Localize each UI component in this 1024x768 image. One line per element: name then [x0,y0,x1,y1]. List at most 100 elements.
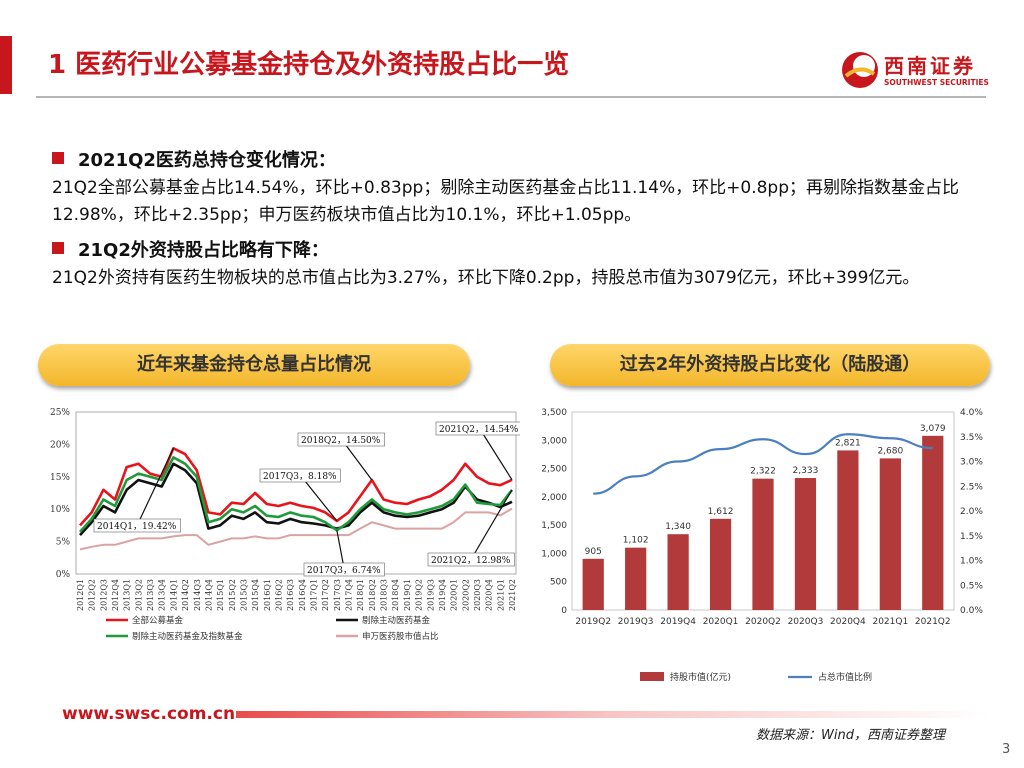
section2-text: 21Q2外资持有医药生物板块的总市值占比为3.27%，环比下降0.2pp，持股总… [52,268,920,288]
legend-label: 持股市值(亿元) [670,671,731,683]
y2-tick-label: 2.0% [960,507,983,517]
legend-label: 占总市值比例 [818,671,872,683]
x-tick-label: 2021Q1 [872,617,908,627]
series-line-3 [79,507,513,551]
section2-heading: 21Q2外资持股占比略有下降： [78,240,329,261]
x-tick-label: 2015Q3 [239,579,248,611]
bar-value-label: 2,333 [793,466,819,476]
data-source: 数据来源：Wind，西南证券整理 [756,728,945,743]
x-tick-label: 2014Q1 [169,579,178,611]
legend-swatch [640,672,664,681]
x-tick-label: 2020Q1 [703,617,739,627]
bar-value-label: 1,340 [665,522,691,532]
bar-value-label: 2,322 [750,467,776,477]
x-tick-label: 2013Q1 [123,579,132,611]
x-tick-label: 2019Q3 [618,617,654,627]
y-tick-label: 0% [56,570,71,580]
x-tick-label: 2013Q2 [134,579,143,611]
x-tick-label: 2019Q4 [438,579,447,611]
annotation-leader [136,448,174,526]
annotation-label: 2021Q2，14.54% [439,425,519,435]
x-tick-label: 2015Q4 [251,579,260,611]
foreign-holdings-bar-chart: 0 500 1,000 1,500 2,000 2,500 3,000 3,500 0.0% 0.… [541,408,983,683]
x-tick-label: 2020Q4 [485,579,494,611]
annotation-label: 2017Q3，6.74% [307,566,381,576]
y-tick-label: 10% [50,505,70,515]
x-tick-label: 2013Q4 [158,579,167,611]
y2-tick-label: 1.5% [960,532,983,542]
bullet-square-icon [52,242,64,254]
x-tick-label: 2020Q2 [745,617,781,627]
x-tick-label: 2012Q2 [88,579,97,611]
series-line-0 [79,446,513,527]
x-tick-label: 2018Q2 [368,579,377,611]
y2-tick-label: 1.0% [960,557,983,567]
x-tick-label: 2017Q3 [333,579,342,611]
bar [922,435,944,610]
series-line-1 [79,462,513,536]
legend-label: 申万医药股市值占比 [362,631,439,642]
bar-value-label: 905 [585,547,602,557]
fund-holdings-line-chart: 0% 5% 10% 15% 20% 25% 2012Q1 2012Q2 2012Q3 2012Q4… [50,408,520,642]
x-tick-label: 2020Q1 [450,579,459,611]
annotation-leader [470,489,513,560]
legend-label: 全部公募基金 [132,615,184,626]
y-tick-label: 3,000 [541,436,567,446]
legend-label: 剔除主动医药基金 [362,615,431,626]
x-tick-label: 2021Q1 [496,579,505,611]
bar [837,450,859,610]
x-tick-label: 2020Q3 [788,617,824,627]
x-tick-label: 2019Q2 [415,579,424,611]
bar-value-label: 2,680 [877,446,903,456]
annotation-box [93,518,181,533]
annotation-label: 2017Q3，8.18% [263,472,337,482]
y2-tick-label: 0.0% [960,606,983,616]
x-tick-label: 2020Q2 [461,579,470,611]
legend-label: 剔除主动医药基金及指数基金 [132,631,243,642]
footer-url[interactable]: www.swsc.com.cn [62,704,236,724]
bar-value-label: 2,821 [835,438,861,448]
plot-frame [75,411,517,575]
y2-tick-label: 0.5% [960,581,983,591]
page-title: 1 医药行业公募基金持仓及外资持股占比一览 [48,50,570,80]
y2-tick-label: 2.5% [960,482,983,492]
x-tick-label: 2016Q4 [298,579,307,611]
annotation-label: 2021Q2，12.98% [431,556,511,566]
x-tick-label: 2020Q3 [473,579,482,611]
x-tick-label: 2018Q1 [356,579,365,611]
page-number: 3 [1002,742,1011,757]
y-tick-label: 0 [561,606,567,616]
x-tick-label: 2019Q4 [660,617,696,627]
x-tick-label: 2015Q1 [216,579,225,611]
y-tick-label: 20% [50,440,70,450]
x-tick-label: 2014Q2 [181,579,190,611]
annotation-leader [478,427,513,481]
annotation-label: 2018Q2，14.50% [301,436,381,446]
y-tick-label: 500 [550,578,567,588]
annotation-leader [299,474,338,522]
y-tick-label: 25% [50,408,70,418]
y-tick-label: 5% [56,538,71,548]
bar [709,518,732,610]
x-tick-label: 2016Q1 [263,579,272,611]
logo-english: SOUTHWEST SECURITIES [884,78,989,87]
x-tick-label: 2012Q1 [76,579,85,611]
annotation-box [259,468,341,483]
y-tick-label: 2,500 [541,465,567,475]
x-tick-label: 2016Q2 [274,579,283,611]
x-tick-label: 2012Q4 [111,579,120,611]
header-rule [36,96,986,98]
y2-tick-label: 4.0% [960,408,983,418]
x-tick-label: 2017Q2 [321,579,330,611]
y-tick-label: 2,000 [541,493,567,503]
x-tick-label: 2018Q4 [391,579,400,611]
x-tick-label: 2019Q1 [403,579,412,611]
bar [794,478,817,610]
x-tick-label: 2013Q3 [146,579,155,611]
footer-bar [236,711,988,718]
series-line-2 [79,456,514,533]
x-tick-label: 2019Q3 [426,579,435,611]
x-tick-label: 2017Q4 [345,579,354,611]
section1-text: 21Q2全部公募基金占比14.54%，环比+0.83pp；剔除主动医药基金占比1… [52,178,960,225]
left-chart-title: 近年来基金持仓总量占比情况 [38,344,470,386]
